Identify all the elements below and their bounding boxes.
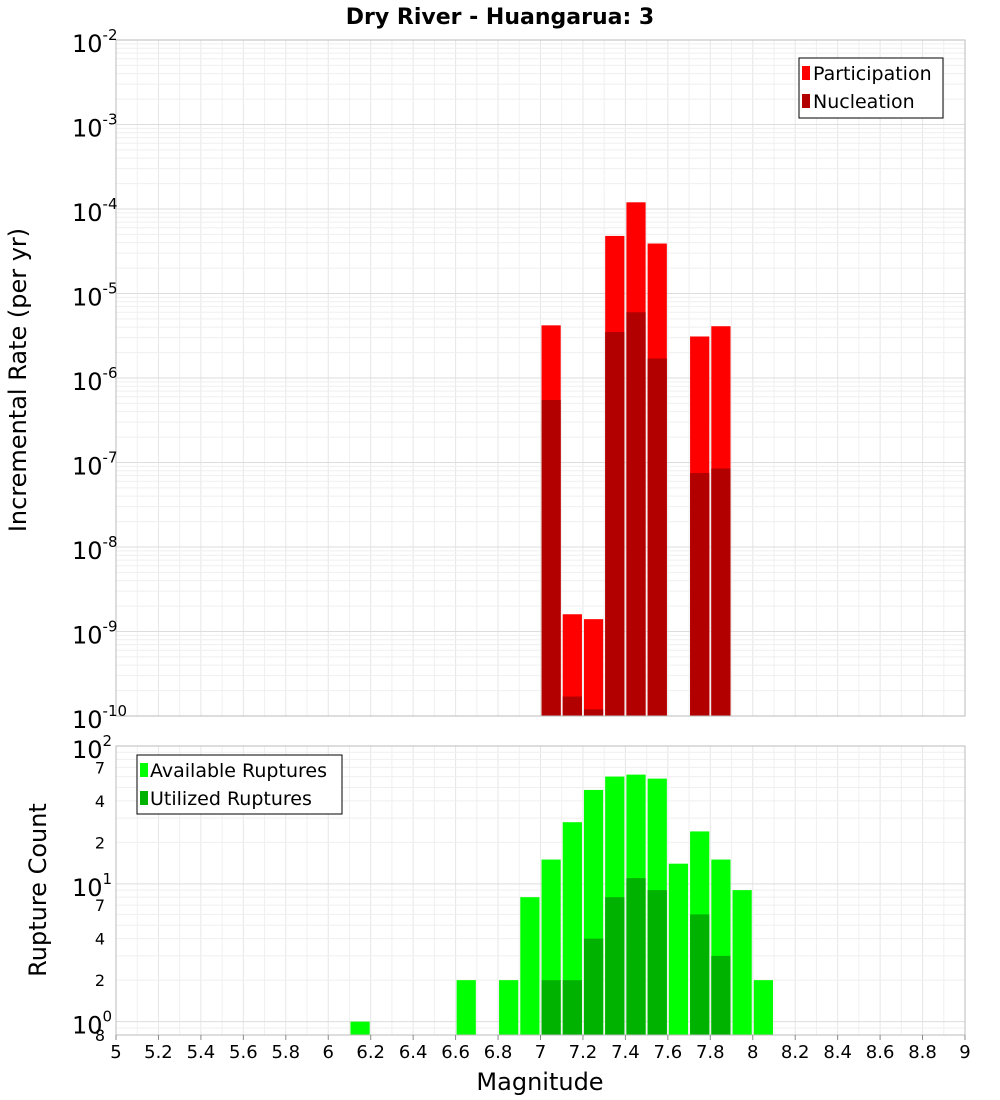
x-tick-label: 5.8 [271,1042,300,1063]
available-ruptures-bar [753,980,773,1035]
legend-label-available-ruptures: Available Ruptures [150,760,327,782]
available-ruptures-bar [499,980,519,1035]
legend-swatch-participation [802,66,810,80]
x-tick-label: 8.4 [823,1042,852,1063]
top-y-ticks: 10-10 10-9 10-8 10-7 10-6 10-5 10-4 10-3 10-2 [72,26,127,734]
nucleation-bar [647,358,667,716]
x-tick-label: 7 [535,1042,546,1063]
top-legend-box [798,57,944,119]
x-tick-label: 7.6 [654,1042,683,1063]
y-minor-tick-label: 2 [95,971,105,990]
utilized-ruptures-bar [647,890,667,1035]
utilized-ruptures-bar [690,914,710,1035]
nucleation-bar [690,473,710,716]
x-tick-label: 8.2 [781,1042,810,1063]
bottom-y-ticks: 100 101 102 8 2 4 7 2 4 7 [72,732,112,1045]
x-tick-label: 5.6 [229,1042,258,1063]
x-tick-label: 9 [959,1042,970,1063]
x-tick-label: 6 [323,1042,334,1063]
nucleation-bar [711,468,731,716]
available-ruptures-bar [520,897,540,1035]
x-tick-label: 6.8 [484,1042,513,1063]
y-tick-label: 101 [72,870,112,902]
bottom-legend: Available Ruptures Utilized Ruptures [136,754,343,815]
y-tick-label: 10-10 [72,702,127,734]
y-tick-label: 10-5 [72,280,118,312]
x-tick-label: 7.8 [696,1042,725,1063]
legend-swatch-nucleation [802,94,810,108]
bottom-legend-box [136,754,343,815]
y-tick-label: 10-7 [72,449,118,481]
bottom-y-axis-label: Rupture Count [24,803,52,977]
nucleation-bar [605,332,625,716]
y-tick-label: 102 [72,732,112,764]
x-tick-label: 6.4 [399,1042,428,1063]
utilized-ruptures-bar [711,955,731,1035]
y-minor-tick-label: 4 [95,792,105,811]
nucleation-bar [562,696,582,716]
legend-swatch-utilized-ruptures [140,791,148,805]
y-tick-label: 10-9 [72,618,118,650]
utilized-ruptures-bar [562,980,582,1035]
x-tick-label: 8.8 [908,1042,937,1063]
x-tick-label: 7.2 [569,1042,598,1063]
top-plot-area [115,39,966,717]
top-plot-grid [115,39,966,717]
x-tick-label: 5.2 [144,1042,173,1063]
x-tick-label: 8.6 [866,1042,895,1063]
nucleation-bar [541,399,561,716]
y-tick-label: 10-3 [72,111,118,143]
y-tick-label: 10-6 [72,364,118,396]
chart-title: Dry River - Huangarua: 3 [346,5,654,30]
x-tick-label: 5.4 [187,1042,216,1063]
x-ticks: 5 5.2 5.4 5.6 5.8 6 6.2 6.4 6.6 6.8 7 7.2 7.4 7.6 7.8 8… [110,1035,971,1063]
top-plot-bars [541,202,731,716]
x-tick-label: 6.6 [441,1042,470,1063]
available-ruptures-bar [456,980,476,1035]
legend-label-nucleation: Nucleation [813,91,915,113]
participation-bar [562,614,582,716]
x-tick-label: 7.4 [611,1042,640,1063]
top-y-axis-label: Incremental Rate (per yr) [4,228,32,532]
participation-bar [583,619,604,716]
y-tick-label: 10-8 [72,533,118,565]
top-legend: Participation Nucleation [798,57,944,119]
y-tick-label: 10-4 [72,195,118,227]
y-tick-label: 10-2 [72,26,118,58]
legend-label-participation: Participation [813,63,932,85]
utilized-ruptures-bar [605,897,625,1035]
legend-label-utilized-ruptures: Utilized Ruptures [150,788,312,810]
y-minor-tick-label: 4 [95,930,105,949]
available-ruptures-bar [668,863,689,1035]
available-ruptures-bar [732,890,752,1035]
y-minor-tick-label: 2 [95,833,105,852]
nucleation-bar [626,312,646,716]
available-ruptures-bar [350,1021,370,1035]
nucleation-bar [583,709,604,716]
utilized-ruptures-bar [626,878,646,1035]
y-minor-tick-label: 7 [95,758,105,777]
x-tick-label: 5 [110,1042,121,1063]
y-minor-tick-label: 7 [95,896,105,915]
y-minor-tick-label: 8 [95,1026,105,1045]
utilized-ruptures-bar [583,938,604,1035]
utilized-ruptures-bar [541,980,561,1035]
y-tick-label: 100 [72,1008,112,1040]
legend-swatch-available-ruptures [140,763,148,777]
bottom-plot-bars [350,774,773,1035]
x-tick-label: 6.2 [356,1042,385,1063]
x-tick-label: 8 [747,1042,758,1063]
x-axis-label: Magnitude [476,1068,603,1096]
